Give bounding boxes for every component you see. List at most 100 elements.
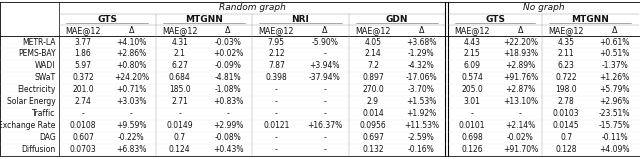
- Text: Δ: Δ: [612, 26, 618, 35]
- Text: -: -: [275, 109, 278, 118]
- Text: Δ: Δ: [322, 26, 328, 35]
- Text: SWaT: SWaT: [35, 73, 56, 83]
- Text: +2.14%: +2.14%: [506, 121, 536, 130]
- Text: -: -: [323, 133, 326, 142]
- Text: -37.94%: -37.94%: [308, 73, 340, 83]
- Text: 205.0: 205.0: [461, 85, 483, 94]
- Text: 0.0145: 0.0145: [553, 121, 580, 130]
- Text: +1.92%: +1.92%: [406, 109, 436, 118]
- Text: +0.61%: +0.61%: [600, 38, 630, 47]
- Text: +22.20%: +22.20%: [503, 38, 538, 47]
- Text: -1.08%: -1.08%: [214, 85, 241, 94]
- Text: 7.2: 7.2: [367, 62, 379, 70]
- Text: MAE@12: MAE@12: [454, 26, 490, 35]
- Text: 0.0956: 0.0956: [360, 121, 387, 130]
- Text: 5.97: 5.97: [74, 62, 92, 70]
- Text: +2.99%: +2.99%: [213, 121, 243, 130]
- Text: 1.86: 1.86: [75, 49, 92, 59]
- Text: 0.124: 0.124: [169, 145, 191, 154]
- Text: Electricity: Electricity: [17, 85, 56, 94]
- Text: +11.53%: +11.53%: [404, 121, 439, 130]
- Text: -15.75%: -15.75%: [599, 121, 630, 130]
- Text: -: -: [323, 85, 326, 94]
- Text: -23.51%: -23.51%: [599, 109, 630, 118]
- Text: 4.05: 4.05: [364, 38, 381, 47]
- Text: 0.372: 0.372: [72, 73, 94, 83]
- Text: -: -: [82, 109, 84, 118]
- Text: MAE@12: MAE@12: [162, 26, 197, 35]
- Text: +3.68%: +3.68%: [406, 38, 436, 47]
- Text: 270.0: 270.0: [362, 85, 384, 94]
- Text: -0.22%: -0.22%: [118, 133, 145, 142]
- Text: -4.32%: -4.32%: [408, 62, 435, 70]
- Text: METR-LA: METR-LA: [22, 38, 56, 47]
- Text: 7.87: 7.87: [268, 62, 285, 70]
- Text: 4.35: 4.35: [557, 38, 575, 47]
- Text: +24.20%: +24.20%: [114, 73, 149, 83]
- Text: 201.0: 201.0: [72, 85, 94, 94]
- Text: -1.29%: -1.29%: [408, 49, 435, 59]
- Text: Solar Energy: Solar Energy: [7, 97, 56, 106]
- Text: +0.83%: +0.83%: [213, 97, 243, 106]
- Text: GDN: GDN: [386, 15, 408, 24]
- Text: -: -: [275, 145, 278, 154]
- Text: Δ: Δ: [129, 26, 134, 35]
- Text: Δ: Δ: [419, 26, 424, 35]
- Text: 0.0149: 0.0149: [166, 121, 193, 130]
- Text: 0.574: 0.574: [461, 73, 483, 83]
- Text: MAE@12: MAE@12: [548, 26, 584, 35]
- Text: +0.43%: +0.43%: [212, 145, 243, 154]
- Text: -: -: [275, 85, 278, 94]
- Text: +0.80%: +0.80%: [116, 62, 147, 70]
- Text: -: -: [227, 109, 229, 118]
- Text: -: -: [519, 109, 522, 118]
- Text: +3.03%: +3.03%: [116, 97, 147, 106]
- Text: 0.014: 0.014: [362, 109, 384, 118]
- Text: +91.70%: +91.70%: [503, 145, 538, 154]
- Text: +2.89%: +2.89%: [506, 62, 536, 70]
- Text: 0.607: 0.607: [72, 133, 94, 142]
- Text: 2.71: 2.71: [172, 97, 188, 106]
- Text: 6.27: 6.27: [172, 62, 188, 70]
- Text: -4.81%: -4.81%: [214, 73, 241, 83]
- Text: +91.76%: +91.76%: [503, 73, 538, 83]
- Text: MAE@12: MAE@12: [259, 26, 294, 35]
- Text: 0.684: 0.684: [169, 73, 191, 83]
- Text: 2.14: 2.14: [365, 49, 381, 59]
- Text: Δ: Δ: [225, 26, 231, 35]
- Text: +3.94%: +3.94%: [309, 62, 340, 70]
- Text: +9.59%: +9.59%: [116, 121, 147, 130]
- Text: 4.43: 4.43: [463, 38, 481, 47]
- Text: 6.23: 6.23: [558, 62, 575, 70]
- Text: -3.70%: -3.70%: [408, 85, 435, 94]
- Text: MTGNN: MTGNN: [185, 15, 223, 24]
- Text: 2.11: 2.11: [558, 49, 575, 59]
- Text: +2.86%: +2.86%: [116, 49, 147, 59]
- Text: Random graph: Random graph: [219, 3, 285, 13]
- Text: +0.02%: +0.02%: [213, 49, 243, 59]
- Text: MAE@12: MAE@12: [65, 26, 100, 35]
- Text: 0.698: 0.698: [461, 133, 483, 142]
- Text: Exchange Rate: Exchange Rate: [0, 121, 56, 130]
- Text: +1.26%: +1.26%: [600, 73, 630, 83]
- Text: 185.0: 185.0: [169, 85, 191, 94]
- Text: +0.51%: +0.51%: [600, 49, 630, 59]
- Text: Traffic: Traffic: [32, 109, 56, 118]
- Text: 2.78: 2.78: [558, 97, 575, 106]
- Text: 0.398: 0.398: [266, 73, 287, 83]
- Text: 0.7: 0.7: [173, 133, 186, 142]
- Text: -: -: [323, 49, 326, 59]
- Text: +16.37%: +16.37%: [307, 121, 342, 130]
- Text: +18.93%: +18.93%: [503, 49, 538, 59]
- Text: 0.126: 0.126: [461, 145, 483, 154]
- Text: -2.59%: -2.59%: [408, 133, 435, 142]
- Text: 0.722: 0.722: [556, 73, 577, 83]
- Text: 0.7: 0.7: [560, 133, 572, 142]
- Text: -5.90%: -5.90%: [311, 38, 338, 47]
- Text: Δ: Δ: [518, 26, 524, 35]
- Text: -: -: [323, 109, 326, 118]
- Text: 0.0703: 0.0703: [70, 145, 97, 154]
- Text: 2.12: 2.12: [268, 49, 285, 59]
- Text: 4.31: 4.31: [172, 38, 188, 47]
- Text: -0.16%: -0.16%: [408, 145, 435, 154]
